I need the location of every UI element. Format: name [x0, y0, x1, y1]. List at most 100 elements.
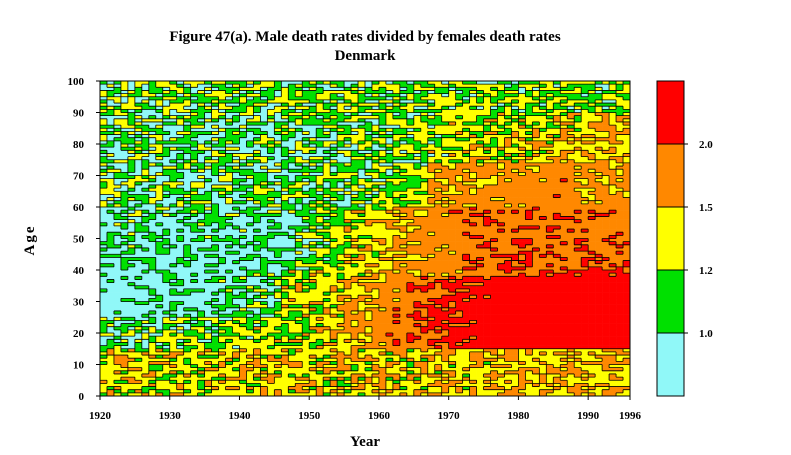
heatmap-cell [567, 367, 575, 372]
heatmap-cell [546, 292, 554, 296]
heatmap-cell [546, 216, 554, 220]
heatmap-cell [141, 336, 150, 340]
heatmap-cell [176, 380, 184, 384]
heatmap-cell [581, 210, 589, 214]
heatmap-cell [581, 279, 589, 283]
heatmap-cell [525, 317, 533, 321]
heatmap-cell [176, 314, 184, 318]
heatmap-cell [337, 254, 345, 258]
heatmap-cell [309, 383, 317, 387]
heatmap-cell [232, 292, 240, 296]
heatmap-cell [588, 377, 596, 381]
heatmap-cell [588, 317, 596, 321]
heatmap-cell [616, 339, 624, 343]
heatmap-cell [351, 373, 359, 378]
heatmap-cell [253, 370, 261, 375]
heatmap-cell [420, 323, 429, 327]
heatmap-cell [420, 197, 429, 201]
heatmap-cell [218, 288, 226, 293]
heatmap-cell [113, 225, 122, 230]
heatmap-cell [239, 295, 247, 299]
heatmap-cell [100, 348, 108, 353]
heatmap-cell [574, 225, 582, 230]
heatmap-cell [406, 386, 415, 390]
heatmap-cell [399, 207, 408, 211]
heatmap-cell [553, 358, 561, 362]
heatmap-cell [483, 304, 491, 309]
heatmap-cell [385, 244, 394, 249]
heatmap-cell [281, 389, 289, 394]
heatmap-cell [358, 191, 366, 195]
heatmap-cell [100, 219, 108, 224]
heatmap-cell [378, 367, 387, 372]
heatmap-cell [176, 345, 184, 350]
heatmap-cell [392, 247, 401, 252]
heatmap-cell [378, 370, 387, 375]
heatmap-cell [448, 251, 456, 255]
heatmap-cell [539, 273, 547, 277]
heatmap-cell [518, 282, 526, 287]
heatmap-cell [441, 389, 449, 394]
heatmap-cell [581, 266, 589, 271]
heatmap-cell [316, 200, 324, 205]
heatmap-cell [106, 276, 115, 280]
heatmap-cell [399, 213, 408, 217]
heatmap-cell [602, 329, 610, 334]
heatmap-cell [253, 380, 261, 384]
heatmap-cell [190, 225, 198, 230]
heatmap-cell [399, 336, 408, 340]
heatmap-cell [176, 292, 184, 296]
heatmap-cell [623, 251, 631, 255]
heatmap-cell [378, 392, 387, 397]
heatmap-cell [225, 260, 233, 264]
heatmap-cell [462, 266, 470, 271]
heatmap-cell [302, 260, 310, 264]
heatmap-cell [253, 282, 261, 287]
heatmap-cell [225, 210, 233, 214]
heatmap-cell [588, 333, 596, 337]
heatmap-cell [399, 251, 408, 255]
heatmap-cell [274, 213, 282, 217]
heatmap-cell [204, 263, 212, 268]
heatmap-cell [420, 222, 429, 227]
heatmap-cell [602, 257, 610, 261]
heatmap-cell [288, 222, 296, 227]
heatmap-cell [420, 266, 429, 271]
heatmap-cell [406, 285, 415, 290]
heatmap-cell [427, 257, 436, 261]
heatmap-cell [309, 355, 317, 359]
heatmap-cell [483, 314, 491, 318]
heatmap-cell [113, 273, 122, 277]
heatmap-cell [204, 213, 212, 217]
heatmap-cell [176, 377, 184, 381]
heatmap-cell [518, 200, 526, 205]
heatmap-cell [330, 238, 338, 242]
heatmap-cell [546, 339, 554, 343]
heatmap-cell [476, 257, 484, 261]
heatmap-cell [127, 285, 136, 290]
heatmap-cell [169, 389, 178, 394]
heatmap-cell [100, 232, 108, 236]
heatmap-cell [518, 219, 526, 224]
heatmap-cell [378, 301, 387, 305]
heatmap-cell [141, 358, 150, 362]
heatmap-cell [406, 247, 415, 252]
heatmap-cell [316, 310, 324, 315]
heatmap-cell [218, 244, 226, 249]
heatmap-cell [602, 270, 610, 274]
heatmap-cell [183, 225, 191, 230]
heatmap-cell [106, 273, 115, 277]
heatmap-cell [351, 314, 359, 318]
heatmap-cell [490, 326, 498, 331]
heatmap-cell [211, 247, 219, 252]
heatmap-cell [316, 370, 324, 375]
heatmap-cell [560, 219, 568, 224]
heatmap-cell [532, 339, 540, 343]
heatmap-cell [455, 270, 463, 274]
heatmap-cell [504, 351, 512, 356]
heatmap-cell [302, 333, 310, 337]
heatmap-cell [378, 351, 387, 356]
heatmap-cell [546, 314, 554, 318]
heatmap-cell [148, 282, 157, 287]
heatmap-cell [616, 367, 624, 372]
